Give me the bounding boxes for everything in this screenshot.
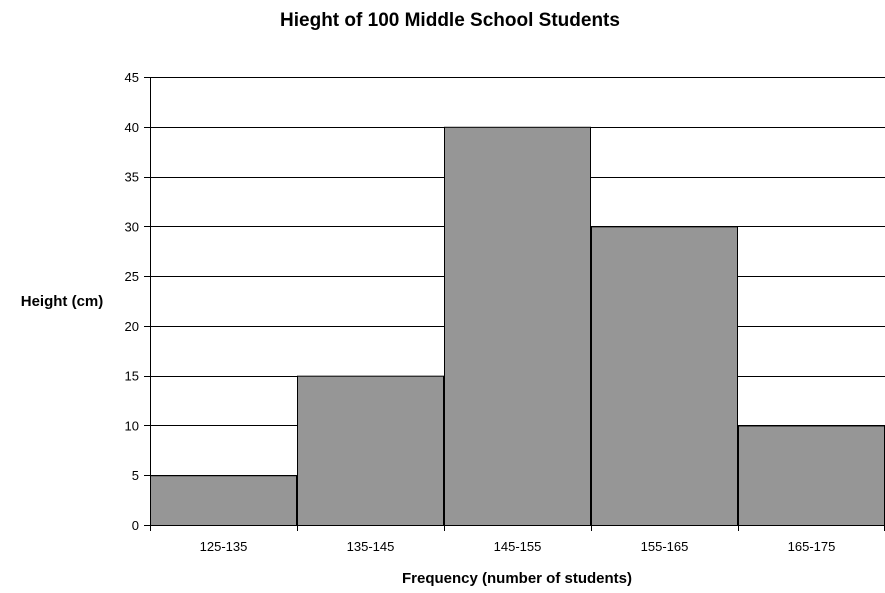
y-tick-label: 35 bbox=[125, 170, 139, 185]
bar-155-165 bbox=[591, 226, 738, 526]
y-axis-title: Height (cm) bbox=[21, 293, 104, 310]
bars bbox=[150, 126, 885, 527]
x-tick-label: 165-175 bbox=[788, 539, 836, 554]
y-tick-label: 15 bbox=[125, 369, 139, 384]
axes bbox=[144, 77, 885, 531]
chart-title: Hieght of 100 Middle School Students bbox=[280, 10, 620, 31]
y-tick-label: 40 bbox=[125, 120, 139, 135]
y-tick-label: 20 bbox=[125, 319, 139, 334]
x-tick-labels: 125-135 135-145 145-155 155-165 165-175 bbox=[200, 539, 836, 554]
bar-165-175 bbox=[738, 425, 885, 527]
y-tick-label: 0 bbox=[132, 518, 139, 533]
bar-125-135 bbox=[150, 475, 297, 527]
x-tick-label: 125-135 bbox=[200, 539, 248, 554]
x-tick-label: 155-165 bbox=[641, 539, 689, 554]
y-tick-label: 25 bbox=[125, 269, 139, 284]
y-tick-label: 5 bbox=[132, 468, 139, 483]
x-tick-label: 145-155 bbox=[494, 539, 542, 554]
bar-145-155 bbox=[444, 126, 591, 527]
x-axis-title: Frequency (number of students) bbox=[402, 570, 632, 587]
y-tick-label: 30 bbox=[125, 219, 139, 234]
bar-135-145 bbox=[297, 375, 444, 526]
y-tick-label: 10 bbox=[125, 418, 139, 433]
x-tick-label: 135-145 bbox=[347, 539, 395, 554]
y-tick-labels: 0 5 10 15 20 25 30 35 40 45 bbox=[125, 70, 139, 533]
y-tick-label: 45 bbox=[125, 70, 139, 85]
